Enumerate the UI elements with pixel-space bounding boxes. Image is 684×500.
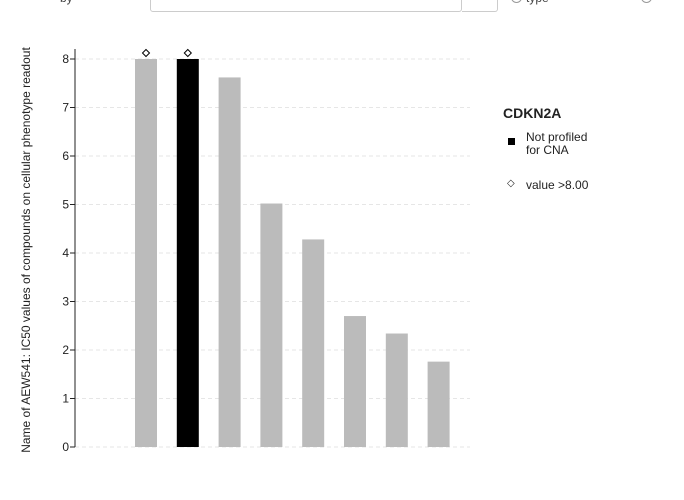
- bar: [176, 59, 199, 447]
- y-tick-label: 0: [62, 440, 69, 454]
- y-tick-label: 3: [62, 295, 69, 309]
- y-tick-label: 8: [62, 52, 69, 66]
- capped-value-marker: [141, 48, 151, 58]
- y-tick-label: 7: [62, 101, 69, 115]
- top-toolbar: by type: [0, 0, 684, 16]
- black-square-icon: [508, 138, 515, 145]
- legend-title: CDKN2A: [503, 105, 562, 121]
- y-axis: 0 1 2 3 4 5 6 7 8: [62, 49, 76, 454]
- legend-item-capped: ◇ value >8.00: [503, 179, 673, 192]
- sort-by-select[interactable]: [150, 0, 462, 12]
- bars: [135, 59, 450, 448]
- legend-label-capped: value >8.00: [526, 178, 589, 192]
- bar: [218, 77, 241, 448]
- bar: [427, 361, 450, 447]
- sort-direction-button[interactable]: [462, 0, 498, 12]
- y-tick-label: 6: [62, 149, 69, 163]
- type-radio-label: type: [526, 0, 549, 5]
- y-axis-label: Name of AEW541: IC50 values of compounds…: [19, 47, 33, 453]
- bar: [135, 59, 157, 447]
- diamond-icon: ◇: [507, 178, 515, 189]
- capped-value-marker: [183, 48, 193, 58]
- cap-markers: [141, 48, 193, 58]
- legend-item-not-profiled: Not profiled for CNA: [503, 131, 673, 157]
- bar: [344, 316, 366, 447]
- bar: [302, 239, 325, 447]
- sort-by-label: by: [60, 0, 73, 5]
- y-tick-label: 2: [62, 343, 69, 357]
- bar: [260, 203, 283, 447]
- y-tick-label: 1: [62, 392, 69, 406]
- legend-label-not-profiled-line2: for CNA: [526, 143, 569, 157]
- y-tick-label: 5: [62, 198, 69, 212]
- y-tick-label: 4: [62, 246, 69, 260]
- legend-label-not-profiled-line1: Not profiled: [526, 130, 588, 144]
- bar: [385, 333, 408, 447]
- legend: CDKN2A Not profiled for CNA ◇ value >8.0…: [503, 105, 673, 192]
